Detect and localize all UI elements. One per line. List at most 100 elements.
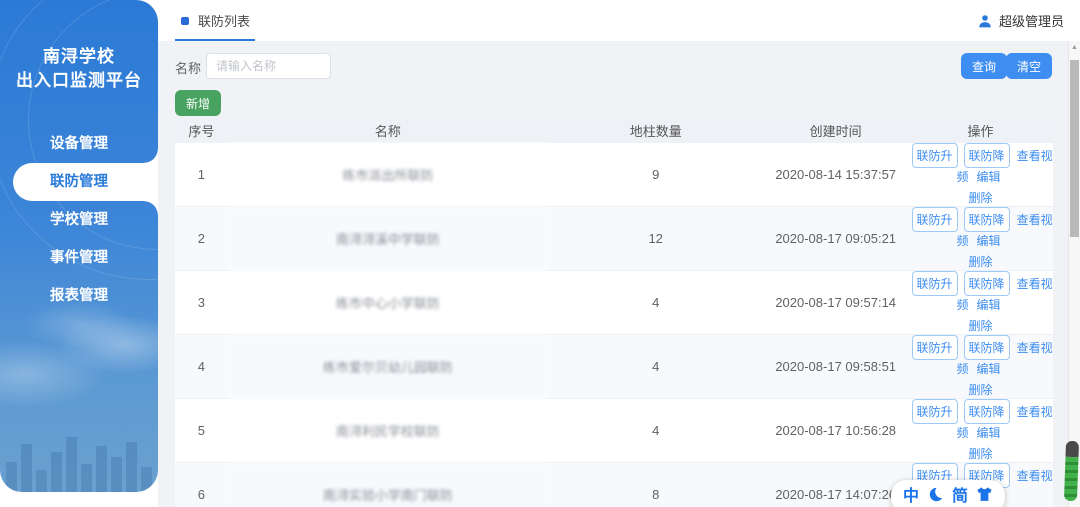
user-menu[interactable]: 超级管理员 xyxy=(977,0,1064,41)
col-header-created-at: 创建时间 xyxy=(763,118,909,143)
delete-link[interactable]: 删除 xyxy=(968,191,993,205)
lower-defense-button[interactable]: 联防降 xyxy=(963,335,1010,360)
cell-pillar-count: 8 xyxy=(548,462,764,507)
tab-bullet-icon xyxy=(181,16,189,25)
cell-name: 南浔浔溪中学联防 xyxy=(227,206,549,271)
cell-actions: 联防升联防降查看视频编辑 删除 xyxy=(908,206,1053,271)
table-row: 4 练市爱尔贝幼儿园联防 4 2020-08-17 09:58:51 联防升 联防… xyxy=(175,334,1053,399)
cell-no: 2 xyxy=(175,206,228,271)
cell-created-at: 2020-08-17 09:57:14 xyxy=(763,270,909,335)
pen-body xyxy=(1063,456,1079,502)
user-icon xyxy=(979,14,991,27)
col-header-no: 序号 xyxy=(175,118,228,143)
edit-link[interactable]: 编辑 xyxy=(976,298,1001,312)
delete-link[interactable]: 删除 xyxy=(968,255,993,269)
cell-name: 练市爱尔贝幼儿园联防 xyxy=(227,334,549,399)
cell-no: 1 xyxy=(175,143,228,207)
view-video-link[interactable]: 查看视频 xyxy=(956,149,1053,184)
top-header: 联防列表 超级管理员 xyxy=(158,0,1080,41)
sidebar: 南浔学校 出入口监测平台 设备管理 联防管理 学校管理 事件管理 报表管理 xyxy=(0,0,158,492)
view-video-link[interactable]: 查看视频 xyxy=(956,213,1053,248)
view-video-link[interactable]: 查看视频 xyxy=(956,341,1053,376)
table-header-row: 序号 名称 地柱数量 创建时间 操作 xyxy=(175,118,1053,143)
delete-link[interactable]: 删除 xyxy=(968,383,993,397)
table-row: 2 南浔浔溪中学联防 12 2020-08-17 09:05:21 联防升 联防降… xyxy=(175,206,1053,271)
cell-pillar-count: 4 xyxy=(548,270,764,335)
cell-no: 6 xyxy=(175,462,228,507)
user-name: 超级管理员 xyxy=(998,14,1064,29)
tab-active-underline xyxy=(175,39,255,41)
cell-pillar-count: 9 xyxy=(548,143,764,207)
pen-tool-widget[interactable] xyxy=(1063,440,1080,502)
col-header-pillar-count: 地柱数量 xyxy=(548,118,764,143)
sidebar-item-device-management[interactable]: 设备管理 xyxy=(50,136,108,152)
raise-defense-button[interactable]: 联防升 xyxy=(911,207,958,232)
lower-defense-button[interactable]: 联防降 xyxy=(963,463,1010,488)
sidebar-item-liaison-management[interactable]: 联防管理 xyxy=(13,149,158,215)
search-button[interactable]: 查询 xyxy=(960,53,1007,79)
scroll-up-icon[interactable]: ▲ xyxy=(1071,44,1078,51)
edit-link[interactable]: 编辑 xyxy=(976,170,1001,184)
name-search-input[interactable] xyxy=(206,53,331,79)
night-mode-icon[interactable] xyxy=(927,486,944,503)
add-button[interactable]: 新增 xyxy=(175,90,221,116)
sidebar-item-school-management[interactable]: 学校管理 xyxy=(50,212,108,228)
cell-no: 5 xyxy=(175,398,228,463)
edit-link[interactable]: 编辑 xyxy=(976,362,1001,376)
cell-pillar-count: 12 xyxy=(548,206,764,271)
table-row: 5 南浔利民学校联防 4 2020-08-17 10:56:28 联防升 联防降查… xyxy=(175,398,1053,463)
name-filter-label: 名称 xyxy=(175,61,202,76)
tab-label: 联防列表 xyxy=(198,14,251,29)
raise-defense-button[interactable]: 联防升 xyxy=(911,143,958,168)
platform-title: 南浔学校 出入口监测平台 xyxy=(0,45,158,93)
cell-name: 练市派出所联防 xyxy=(227,143,549,207)
lower-defense-button[interactable]: 联防降 xyxy=(963,207,1010,232)
sidebar-item-event-management[interactable]: 事件管理 xyxy=(50,250,108,266)
cell-actions: 联防升联防降查看视频编辑 删除 xyxy=(908,398,1053,463)
language-converter-widget[interactable]: 中 简 xyxy=(891,480,1006,507)
edit-link[interactable]: 编辑 xyxy=(976,234,1001,248)
liaison-table: 序号 名称 地柱数量 创建时间 操作 1 练市派出所联防 9 2020-08-1… xyxy=(175,118,1053,507)
tab-liaison-list[interactable]: 联防列表 xyxy=(175,0,250,41)
clear-button[interactable]: 清空 xyxy=(1005,53,1052,79)
cell-name: 南浔利民学校联防 xyxy=(227,398,549,463)
cloud-background xyxy=(0,0,158,492)
sidebar-item-report-management[interactable]: 报表管理 xyxy=(50,288,108,304)
simplified-chinese-button[interactable]: 简 xyxy=(952,488,969,505)
city-skyline-decoration xyxy=(0,430,158,492)
cell-created-at: 2020-08-17 09:58:51 xyxy=(763,334,909,399)
chinese-lang-button[interactable]: 中 xyxy=(903,488,920,505)
cell-created-at: 2020-08-17 09:05:21 xyxy=(763,206,909,271)
cell-actions: 联防升联防降查看视频编辑 删除 xyxy=(908,334,1053,399)
cell-name: 练市中心小学联防 xyxy=(227,270,549,335)
vertical-scrollbar[interactable]: ▲ xyxy=(1068,41,1080,507)
cell-actions: 联防升联防降查看视频编辑 删除 xyxy=(908,143,1053,207)
sidebar-menu: 设备管理 联防管理 学校管理 事件管理 报表管理 xyxy=(0,125,158,315)
delete-link[interactable]: 删除 xyxy=(968,319,993,333)
raise-defense-button[interactable]: 联防升 xyxy=(911,271,958,296)
view-video-link[interactable]: 查看视频 xyxy=(956,277,1053,312)
delete-link[interactable]: 删除 xyxy=(968,447,993,461)
table-row: 1 练市派出所联防 9 2020-08-14 15:37:57 联防升 联防降 查看… xyxy=(175,143,1053,207)
lower-defense-button[interactable]: 联防降 xyxy=(963,143,1010,168)
raise-defense-button[interactable]: 联防升 xyxy=(911,335,958,360)
platform-title-line1: 南浔学校 xyxy=(43,47,115,66)
main-content: 名称 查询 清空 新增 序号 名称 地柱数量 创建时间 操作 xyxy=(158,41,1080,507)
shirt-icon[interactable] xyxy=(976,486,993,503)
cell-no: 3 xyxy=(175,270,228,335)
lower-defense-button[interactable]: 联防降 xyxy=(963,399,1010,424)
col-header-name: 名称 xyxy=(227,118,549,143)
scrollbar-thumb[interactable] xyxy=(1070,60,1079,237)
view-video-link[interactable]: 查看视频 xyxy=(956,405,1053,440)
platform-title-line2: 出入口监测平台 xyxy=(16,71,142,90)
pen-tip xyxy=(1065,440,1080,458)
cell-name: 南浔实验小学南门联防 xyxy=(227,462,549,507)
raise-defense-button[interactable]: 联防升 xyxy=(911,399,958,424)
cell-created-at: 2020-08-17 14:07:26 xyxy=(763,462,909,507)
lower-defense-button[interactable]: 联防降 xyxy=(963,271,1010,296)
table-row: 3 练市中心小学联防 4 2020-08-17 09:57:14 联防升 联防降查… xyxy=(175,270,1053,335)
cell-no: 4 xyxy=(175,334,228,399)
edit-link[interactable]: 编辑 xyxy=(976,426,1001,440)
cell-pillar-count: 4 xyxy=(548,398,764,463)
